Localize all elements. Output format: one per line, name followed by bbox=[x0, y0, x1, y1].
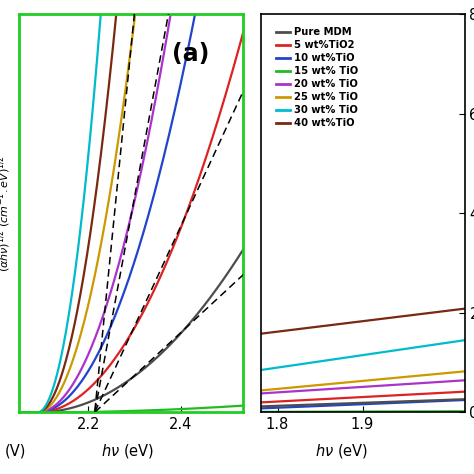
Legend: Pure MDM, 5 wt%TiO2, 10 wt%TiO, 15 wt% TiO, 20 wt% TiO, 25 wt% TiO, 30 wt% TiO, : Pure MDM, 5 wt%TiO2, 10 wt%TiO, 15 wt% T… bbox=[272, 23, 362, 132]
Text: (V): (V) bbox=[5, 443, 26, 458]
Text: $h\nu$ (eV): $h\nu$ (eV) bbox=[315, 442, 368, 459]
Text: (a): (a) bbox=[172, 42, 209, 66]
Text: $h\nu$ (eV): $h\nu$ (eV) bbox=[101, 442, 155, 459]
Y-axis label: $(\alpha h\nu)^{1/2}$ $(cm^{-1}.eV)^{1/2}$: $(\alpha h\nu)^{1/2}$ $(cm^{-1}.eV)^{1/2… bbox=[0, 155, 13, 272]
